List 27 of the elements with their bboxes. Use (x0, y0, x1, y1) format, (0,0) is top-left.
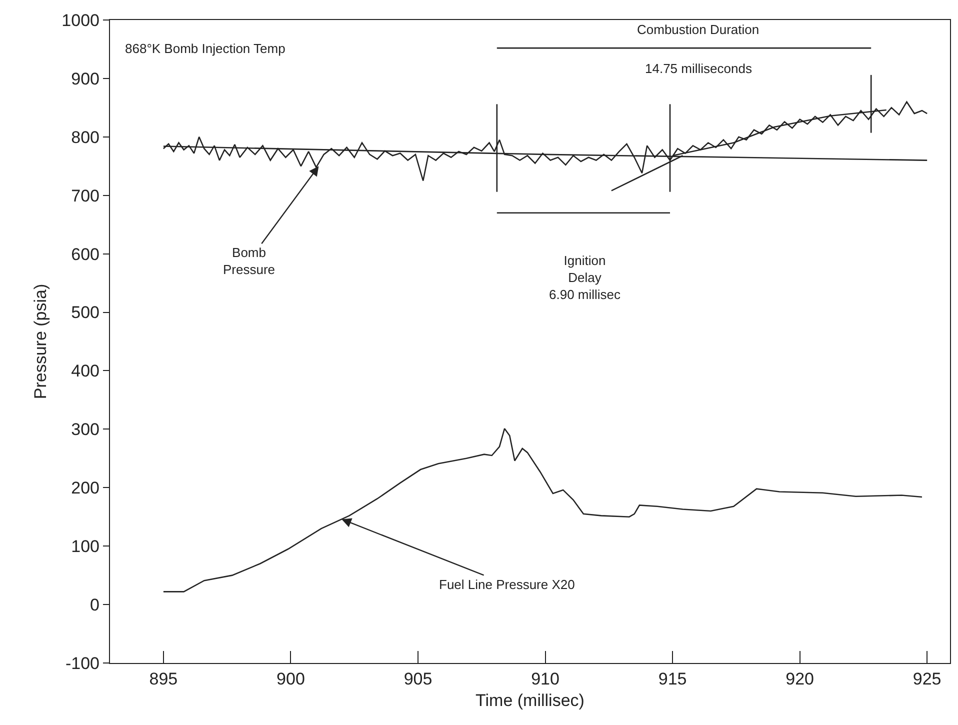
x-tick-label: 910 (531, 670, 560, 688)
y-tick-label: 0 (90, 596, 100, 614)
annotation: Fuel Line Pressure X20 (439, 577, 575, 592)
annotation: Combustion Duration (637, 22, 760, 37)
y-tick-label: 100 (71, 537, 100, 556)
annotation: 868°K Bomb Injection Temp (125, 41, 286, 56)
y-tick-label: 600 (71, 244, 100, 264)
y-tick-label: 400 (71, 362, 100, 381)
x-tick-label: 915 (658, 670, 687, 688)
y-tick-label: 700 (71, 186, 100, 206)
y-tick-label: 500 (71, 303, 100, 322)
x-tick-label: 925 (912, 670, 942, 688)
annotation: Bomb Pressure (223, 245, 276, 277)
y-tick-label: 200 (71, 478, 100, 498)
x-tick-label: 895 (149, 670, 178, 688)
y-axis-title: Pressure (psia) (31, 284, 50, 400)
y-tick-label: 900 (71, 69, 100, 88)
y-tick-label: 1000 (62, 10, 100, 30)
x-axis-title: Time (millisec) (476, 690, 584, 710)
y-tick-label: 800 (71, 128, 100, 147)
annotation: 14.75 milliseconds (645, 61, 752, 76)
x-tick-label: 900 (276, 670, 305, 688)
y-tick-label: -100 (65, 654, 100, 673)
y-tick-label: 300 (71, 420, 100, 440)
x-tick-label: 920 (786, 670, 814, 688)
annotation: Ignition Delay 6.90 millisec (549, 253, 622, 302)
x-tick-label: 905 (404, 670, 432, 688)
